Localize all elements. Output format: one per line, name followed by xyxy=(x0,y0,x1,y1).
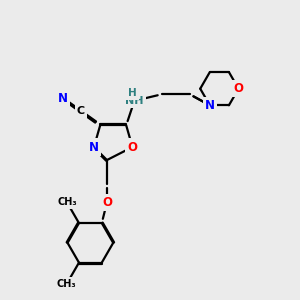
Text: N: N xyxy=(89,141,99,154)
Text: O: O xyxy=(102,196,112,209)
Text: CH₃: CH₃ xyxy=(56,279,76,289)
Text: N: N xyxy=(205,99,215,112)
Text: NH: NH xyxy=(125,96,144,106)
Text: CH₃: CH₃ xyxy=(57,197,76,207)
Text: O: O xyxy=(128,141,137,154)
Text: N: N xyxy=(205,99,215,112)
Text: N: N xyxy=(58,92,68,105)
Text: H: H xyxy=(128,88,137,98)
Text: O: O xyxy=(233,82,244,95)
Text: C: C xyxy=(77,106,85,116)
